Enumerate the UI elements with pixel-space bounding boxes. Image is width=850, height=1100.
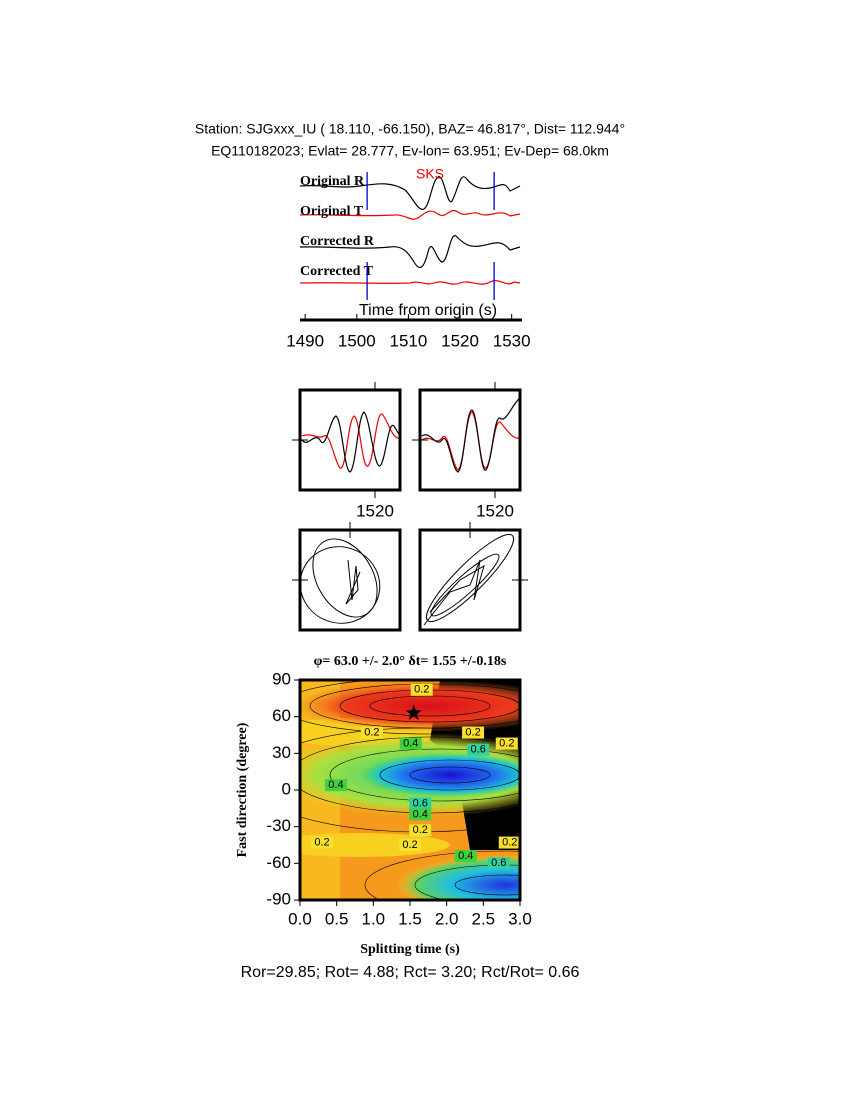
contour-line: [329, 748, 520, 802]
trace-label: Original R: [300, 174, 365, 189]
pm-curve: [425, 533, 515, 623]
trace-label: Corrected T: [300, 264, 374, 279]
y-tick-label: 0: [282, 779, 291, 798]
contour-label: 0.2: [413, 824, 428, 836]
contour-label-box: [311, 836, 333, 849]
contour-label-box: [399, 737, 422, 750]
surface-fill: [300, 833, 450, 857]
x-tick-label: 2.0: [435, 909, 459, 928]
particle-motion: [299, 533, 515, 626]
contour-label: 0.4: [403, 737, 418, 749]
trace-line: [301, 411, 401, 473]
contour-title: φ= 63.0 +/- 2.0° δt= 1.55 +/-0.18s: [314, 654, 507, 669]
x-tick-label: 3.0: [508, 909, 532, 928]
contour-line: [409, 766, 491, 784]
x-tick-label: 0.0: [288, 909, 312, 928]
x-tick-label: 1520: [441, 331, 479, 350]
x-tick-label: 1510: [390, 331, 428, 350]
contour-label-box: [409, 808, 432, 821]
contour-line: [300, 680, 520, 735]
contour-label-box: [410, 683, 433, 696]
best-fit-star: [405, 704, 422, 720]
y-axis-label: Fast direction (degree): [235, 722, 250, 857]
y-tick-label: 90: [272, 669, 291, 688]
pm-curve: [345, 559, 361, 605]
y-tick-label: -30: [266, 816, 291, 835]
pm-curve: [430, 553, 500, 617]
contour-label-box: [462, 726, 485, 739]
pm-curve: [312, 538, 378, 618]
contour-label-box: [360, 726, 383, 739]
x-tick-label: 1530: [493, 331, 531, 350]
panel-frame: [298, 388, 402, 492]
contour-label-box: [495, 737, 518, 750]
x-tick-label: 1500: [338, 331, 376, 350]
y-tick-label: 60: [272, 706, 291, 725]
contour-line: [379, 759, 520, 791]
phase-label: SKS: [416, 166, 444, 182]
surface-fill: [360, 753, 520, 797]
contour-label-box: [467, 743, 490, 756]
contour-line: [454, 874, 520, 896]
trace-line: [299, 280, 521, 285]
y-tick-label: 30: [272, 743, 291, 762]
x-tick-label: 2.5: [472, 909, 496, 928]
contour-label-box: [409, 824, 432, 837]
subtitle: EQ110182023; Evlat= 28.777, Ev-lon= 63.9…: [211, 143, 609, 159]
contour-label: 0.4: [458, 850, 473, 862]
contour-label-box: [409, 797, 432, 810]
trace-label: Original T: [300, 204, 364, 219]
contour-label: 0.2: [314, 836, 329, 848]
x-tick-label: 0.5: [325, 909, 349, 928]
contour-label: 0.2: [402, 839, 417, 851]
trace-line: [421, 411, 521, 471]
zoom-traces: [301, 397, 521, 473]
contour-label: 0.2: [364, 726, 379, 738]
contour-label-box: [498, 836, 521, 849]
pm-curve: [423, 559, 485, 626]
x-axis-label: Time from origin (s): [359, 302, 497, 319]
x-tick-label: 1520: [356, 501, 394, 520]
contour-label: 0.4: [413, 808, 428, 820]
pm-curve: [299, 546, 381, 624]
contour-label-box: [454, 850, 477, 862]
trace-line: [301, 413, 401, 469]
surface-fill: [300, 680, 520, 732]
contour-label-box: [324, 779, 347, 792]
panel-frame: [418, 528, 522, 632]
panel-ticks: [292, 439, 528, 581]
x-tick-label: 1.5: [398, 909, 422, 928]
trace-line: [421, 397, 521, 473]
contour-label: 0.2: [465, 726, 480, 738]
title: Station: SJGxxx_IU ( 18.110, -66.150), B…: [195, 121, 625, 137]
contour-label: 0.6: [491, 857, 506, 869]
contour-line: [364, 850, 520, 900]
trace-label: Corrected R: [300, 234, 375, 249]
misfit-surface: [300, 680, 520, 900]
contour-label: 0.6: [471, 744, 486, 756]
contour-label-box: [487, 857, 510, 870]
y-tick-label: -90: [266, 889, 291, 908]
x-tick-label: 1520: [476, 501, 514, 520]
x-tick-label: 1490: [286, 331, 324, 350]
trace-line: [299, 210, 521, 220]
contour-label: 0.2: [414, 684, 429, 696]
contour-label: 0.4: [328, 779, 343, 791]
contour-label-box: [399, 839, 421, 851]
trace-line: [299, 176, 521, 210]
y-tick-label: -60: [266, 853, 291, 872]
x-tick-label: 1.0: [362, 909, 386, 928]
x-axis-label: Splitting time (s): [360, 942, 460, 957]
contour-label: 0.6: [413, 797, 428, 809]
contour-label: 0.2: [499, 737, 514, 749]
trace-line: [299, 235, 521, 269]
contour-line: [369, 695, 491, 717]
contour-label: 0.2: [502, 836, 517, 848]
footer: Ror=29.85; Rot= 4.88; Rct= 3.20; Rct/Rot…: [241, 964, 580, 981]
